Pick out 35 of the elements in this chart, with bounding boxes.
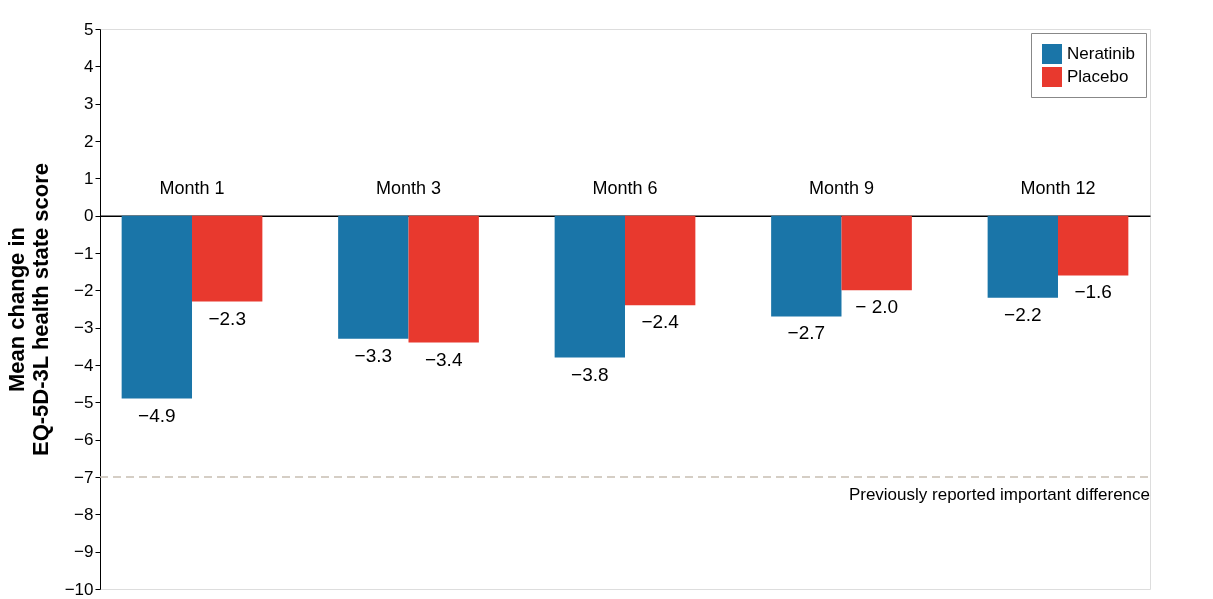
x-tick-label: Month 3 [375, 178, 442, 199]
data-label: −4.9 [138, 404, 176, 426]
data-label: −3.3 [354, 344, 393, 366]
y-tick-label: −5 [74, 392, 94, 412]
data-label: −3.4 [424, 348, 463, 370]
x-tick-label: Month 6 [592, 178, 658, 199]
legend-label: Neratinib [1067, 44, 1136, 63]
y-tick-label: 3 [84, 94, 94, 114]
data-label: − 2.0 [855, 296, 899, 318]
data-label: −2.3 [208, 307, 246, 329]
y-tick-label: 2 [84, 131, 94, 151]
ref-line-label: Previously reported important difference [848, 485, 1150, 504]
y-axis-title: Mean change in EQ-5D-3L health state score [3, 162, 53, 457]
y-tick-label: 4 [84, 56, 94, 76]
legend-label: Placebo [1067, 67, 1129, 86]
y-tick-label: −3 [74, 318, 94, 338]
y-tick-label: 0 [84, 206, 94, 226]
y-tick-label: −4 [74, 355, 94, 375]
y-tick-label: −1 [74, 243, 94, 263]
y-tick-label: 5 [84, 19, 94, 39]
data-label: −2.4 [641, 311, 680, 333]
data-label: −1.6 [1074, 281, 1112, 303]
y-tick-label: 1 [84, 168, 94, 188]
y-tick-label: −6 [74, 430, 94, 450]
y-tick-label: −9 [74, 542, 94, 562]
y-tick-label: −7 [74, 467, 94, 487]
x-tick-label: Month 1 [159, 178, 225, 199]
x-tick-label: Month 12 [1020, 178, 1096, 199]
x-tick-label: Month 9 [808, 178, 875, 199]
y-tick-label: −10 [64, 579, 94, 599]
data-label: −2.2 [1004, 303, 1042, 325]
y-tick-label: −2 [74, 280, 94, 300]
y-tick-label: −8 [74, 504, 94, 524]
data-label: −3.8 [571, 363, 609, 385]
data-label: −2.7 [787, 322, 826, 344]
